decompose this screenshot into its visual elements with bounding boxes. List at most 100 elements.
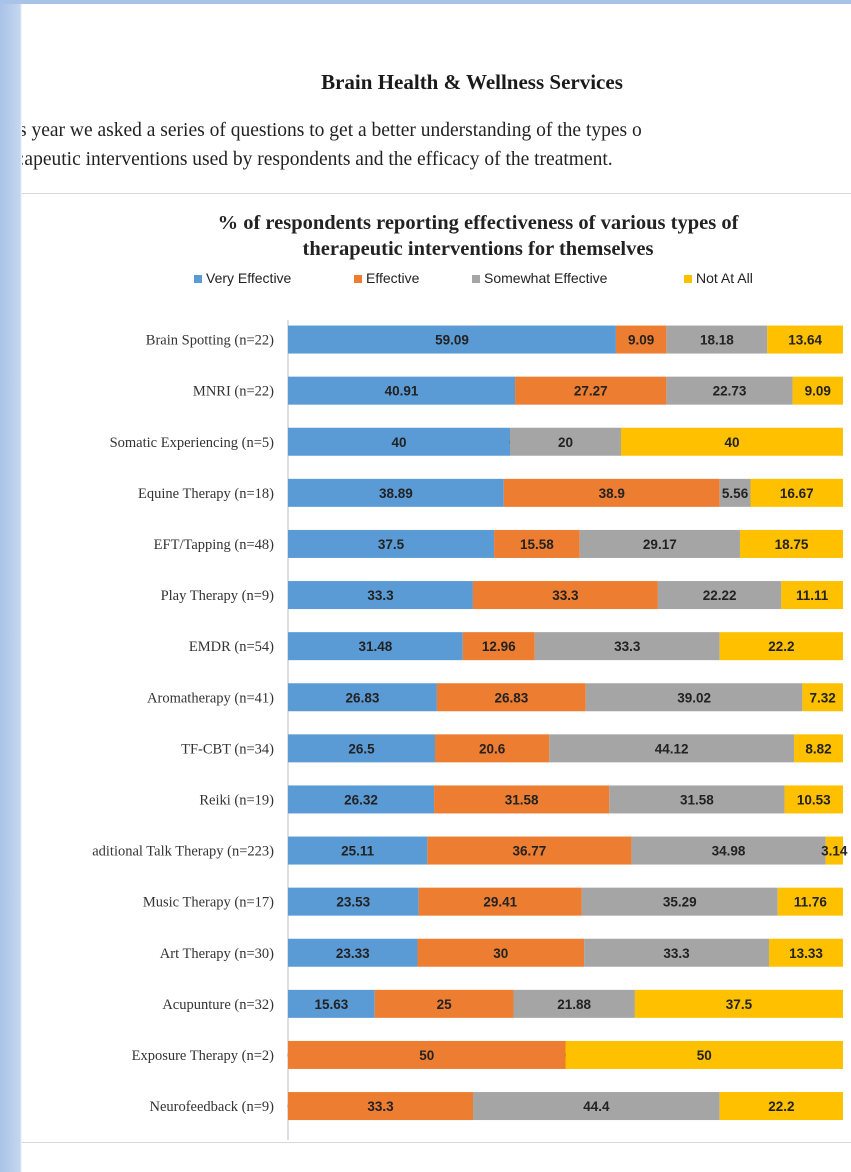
data-label-somewhat-effective: 22.22 <box>703 588 737 603</box>
category-label: Brain Spotting (n=22) <box>146 333 274 349</box>
data-label-somewhat-effective: 35.29 <box>663 895 697 910</box>
data-label-somewhat-effective: 44.12 <box>655 741 689 756</box>
bar-not-at-all <box>777 887 843 916</box>
bar-very-effective <box>288 632 463 661</box>
category-label: Reiki (n=19) <box>199 792 274 808</box>
bar-very-effective <box>288 683 437 712</box>
data-label-effective: 38.9 <box>599 486 625 501</box>
data-label-effective: 50 <box>419 1048 434 1063</box>
data-label-not-at-all: 10.53 <box>797 792 831 807</box>
category-label: EFT/Tapping (n=48) <box>154 537 274 553</box>
category-label: Art Therapy (n=30) <box>160 946 274 962</box>
data-label-not-at-all: 22.2 <box>768 1099 794 1114</box>
bar-somewhat-effective <box>534 632 720 661</box>
data-label-not-at-all: 11.76 <box>794 895 828 910</box>
data-label-somewhat-effective: 44.4 <box>583 1099 610 1114</box>
bar-not-at-all <box>767 325 843 354</box>
data-label-somewhat-effective: 33.3 <box>663 946 690 961</box>
bar-somewhat-effective <box>581 887 778 916</box>
report-page: Brain Health & Wellness Services s year … <box>22 4 851 1172</box>
legend-label-not-at-all: Not At All <box>696 270 753 286</box>
data-label-not-at-all: 13.33 <box>789 946 823 961</box>
legend-label-effective: Effective <box>366 270 420 286</box>
category-label: Aromatherapy (n=41) <box>147 690 274 706</box>
intro-paragraph: s year we asked a series of questions to… <box>22 116 851 174</box>
bar-very-effective <box>288 325 616 354</box>
chart-title-line-2: therapeutic interventions for themselves <box>303 238 654 260</box>
bar-very-effective <box>288 581 473 610</box>
intro-line-1: s year we asked a series of questions to… <box>22 120 642 141</box>
data-label-effective: 36.77 <box>512 844 546 859</box>
bar-very-effective <box>288 478 504 507</box>
bar-very-effective <box>288 785 435 814</box>
data-label-effective: 33.3 <box>552 588 579 603</box>
bar-very-effective <box>288 989 375 1018</box>
legend-swatch-very-effective <box>194 275 202 283</box>
bar-somewhat-effective <box>631 836 826 865</box>
data-label-effective: 9.09 <box>628 333 654 348</box>
data-label-somewhat-effective: 33.3 <box>614 639 641 654</box>
bar-effective <box>434 785 610 814</box>
bar-somewhat-effective <box>579 529 740 558</box>
data-label-very-effective: 25.11 <box>341 844 375 859</box>
bar-somewhat-effective <box>549 734 795 763</box>
bar-somewhat-effective <box>666 325 768 354</box>
data-label-not-at-all: 3.14 <box>821 844 848 859</box>
data-label-not-at-all: 18.75 <box>775 537 809 552</box>
bar-effective <box>436 683 586 712</box>
data-label-very-effective: 26.83 <box>346 690 380 705</box>
bar-not-at-all <box>750 478 843 507</box>
category-label: Neurofeedback (n=9) <box>149 1099 274 1115</box>
intro-line-2: :apeutic interventions used by responden… <box>22 149 613 170</box>
data-label-somewhat-effective: 20 <box>558 435 573 450</box>
chart-legend: Very Effective Effective Somewhat Effectiv… <box>194 270 753 286</box>
bar-somewhat-effective <box>510 427 621 456</box>
data-label-very-effective: 26.32 <box>344 792 378 807</box>
bar-somewhat-effective <box>719 478 751 507</box>
data-label-effective: 15.58 <box>520 537 554 552</box>
bar-somewhat-effective <box>473 1092 720 1121</box>
bar-effective <box>462 632 535 661</box>
bar-effective <box>288 1092 473 1121</box>
data-label-very-effective: 37.5 <box>378 537 405 552</box>
bar-somewhat-effective <box>584 938 769 967</box>
data-label-not-at-all: 40 <box>724 435 739 450</box>
legend-swatch-somewhat-effective <box>472 275 480 283</box>
category-label: aditional Talk Therapy (n=223) <box>92 844 274 860</box>
bar-somewhat-effective <box>609 785 785 814</box>
bar-effective <box>374 989 514 1018</box>
data-label-not-at-all: 50 <box>697 1048 712 1063</box>
bar-very-effective <box>288 427 510 456</box>
stacked-bar-chart: % of respondents reporting effectiveness… <box>92 212 848 1140</box>
data-label-effective: 25 <box>437 997 453 1012</box>
bar-somewhat-effective <box>666 376 793 405</box>
data-label-very-effective: 26.5 <box>348 741 375 756</box>
category-label: Music Therapy (n=17) <box>143 895 274 911</box>
bar-effective <box>288 1040 566 1069</box>
data-label-very-effective: 31.48 <box>359 639 393 654</box>
data-label-effective: 26.83 <box>494 690 528 705</box>
category-label: MNRI (n=22) <box>193 384 274 400</box>
data-label-not-at-all: 9.09 <box>805 384 831 399</box>
legend-swatch-effective <box>354 275 362 283</box>
bar-very-effective <box>288 376 516 405</box>
bar-very-effective <box>288 836 428 865</box>
bar-effective <box>418 887 582 916</box>
bar-effective <box>494 529 580 558</box>
data-label-effective: 31.58 <box>505 792 539 807</box>
legend-label-somewhat-effective: Somewhat Effective <box>484 270 608 286</box>
data-label-effective: 33.3 <box>367 1099 394 1114</box>
bar-effective <box>435 734 550 763</box>
category-label: Play Therapy (n=9) <box>161 588 275 604</box>
bar-not-at-all <box>792 376 843 405</box>
bar-effective <box>615 325 667 354</box>
data-label-somewhat-effective: 5.56 <box>722 486 749 501</box>
bar-effective <box>417 938 585 967</box>
bar-not-at-all <box>634 989 843 1018</box>
data-label-effective: 12.96 <box>482 639 516 654</box>
bar-effective <box>515 376 667 405</box>
category-label: TF-CBT (n=34) <box>181 741 274 757</box>
chart-bottom-rule <box>22 1142 851 1143</box>
category-label: Acupunture (n=32) <box>162 997 274 1013</box>
data-label-very-effective: 38.89 <box>379 486 413 501</box>
